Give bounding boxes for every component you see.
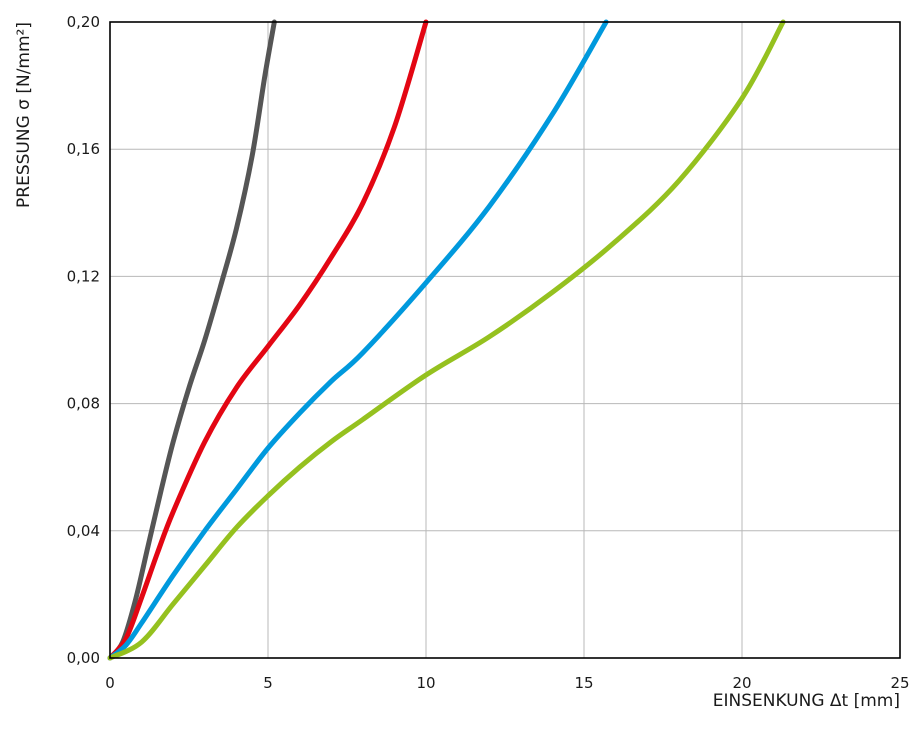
y-tick-label: 0,00 [67, 649, 100, 667]
x-tick-label: 0 [105, 674, 115, 692]
plot-frame [109, 21, 901, 659]
series-layer [107, 19, 786, 661]
x-tick-label: 5 [263, 674, 273, 692]
x-axis-title: EINSENKUNG Δt [mm] [713, 691, 900, 711]
grid [110, 22, 900, 658]
y-tick-labels: 0,00 0,04 0,08 0,12 0,16 0,20 [67, 13, 100, 667]
x-tick-label: 15 [574, 674, 593, 692]
x-tick-label: 20 [732, 674, 751, 692]
y-tick-label: 0,20 [67, 13, 100, 31]
x-tick-label: 25 [890, 674, 909, 692]
y-tick-label: 0,16 [67, 140, 100, 158]
x-tick-label: 10 [416, 674, 435, 692]
series-line-2 [107, 19, 429, 661]
series-line-1 [107, 19, 277, 661]
y-tick-label: 0,12 [67, 267, 100, 285]
y-tick-label: 0,08 [67, 395, 100, 413]
y-tick-label: 0,04 [67, 522, 100, 540]
x-tick-labels: 0 5 10 15 20 25 [105, 674, 909, 692]
series-line-4 [107, 19, 786, 661]
y-axis-title: PRESSUNG σ [N/mm²] [14, 22, 34, 208]
series-line-3 [107, 19, 609, 661]
